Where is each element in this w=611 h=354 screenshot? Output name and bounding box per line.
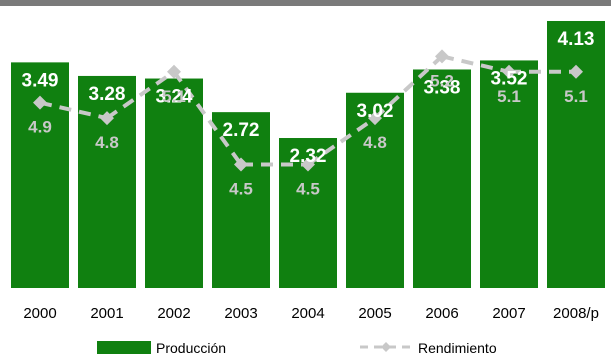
bar-value-label: 4.13 bbox=[558, 29, 595, 50]
x-tick-label: 2007 bbox=[492, 305, 525, 322]
line-value-label: 5.1 bbox=[162, 87, 186, 106]
x-tick-label: 2003 bbox=[224, 305, 257, 322]
legend: Producción Rendimiento bbox=[97, 340, 497, 354]
line-point bbox=[100, 111, 114, 126]
bar bbox=[547, 20, 605, 289]
line-point bbox=[234, 157, 248, 172]
line-segment bbox=[306, 116, 377, 167]
line-layer bbox=[33, 49, 583, 172]
line-point bbox=[368, 111, 382, 126]
line-value-label: 5.1 bbox=[497, 87, 521, 106]
bar bbox=[480, 60, 538, 289]
line-segment bbox=[105, 70, 176, 120]
bar bbox=[78, 75, 136, 288]
legend-swatch-marker bbox=[381, 342, 391, 352]
line-value-label: 5.2 bbox=[430, 71, 454, 90]
x-tick-label: 2001 bbox=[90, 305, 123, 322]
line-value-label: 4.9 bbox=[28, 118, 52, 137]
line-value-label: 4.8 bbox=[95, 133, 119, 152]
x-tick-label: 2000 bbox=[23, 305, 56, 322]
bar-value-label: 3.38 bbox=[424, 77, 461, 98]
bar bbox=[346, 92, 404, 289]
line-value-label: 4.5 bbox=[229, 179, 253, 198]
line-segment bbox=[441, 54, 510, 74]
x-tick-label: 2004 bbox=[291, 305, 324, 322]
x-tick-label: 2005 bbox=[358, 305, 391, 322]
x-tick-label: 2008/p bbox=[553, 305, 599, 322]
bar bbox=[413, 69, 471, 289]
line-point bbox=[502, 64, 516, 79]
line-segment bbox=[39, 100, 108, 121]
legend-label-bar: Producción bbox=[156, 340, 226, 354]
bar-value-label: 3.02 bbox=[357, 101, 394, 122]
line-value-label: 4.5 bbox=[296, 179, 320, 198]
line-point bbox=[435, 49, 449, 64]
bar-value-label: 2.32 bbox=[290, 146, 327, 167]
bar bbox=[145, 78, 203, 288]
bar bbox=[212, 112, 270, 288]
x-tick-label: 2006 bbox=[425, 305, 458, 322]
legend-label-line: Rendimiento bbox=[418, 340, 497, 354]
line-point bbox=[33, 95, 47, 110]
bar-value-label: 3.52 bbox=[491, 68, 528, 89]
line-segment bbox=[373, 54, 444, 120]
header-band bbox=[0, 0, 611, 6]
bar-value-label: 2.72 bbox=[223, 120, 260, 141]
bars-layer bbox=[11, 20, 605, 289]
ticks-layer: 2000 2001 2002 2003 2004 2005 2006 2007 2008/p bbox=[23, 305, 599, 322]
line-value-label: 4.8 bbox=[363, 133, 387, 152]
bar-value-label: 3.24 bbox=[156, 87, 193, 108]
line-point bbox=[301, 157, 315, 172]
line-point bbox=[167, 64, 181, 79]
x-tick-label: 2002 bbox=[157, 305, 190, 322]
bar-value-label: 3.49 bbox=[22, 70, 59, 91]
labels-layer: 3.49 3.28 3.24 2.72 2.32 3.02 3.38 3.52 4.13 4.9 4… bbox=[22, 29, 595, 198]
line-value-label: 5.1 bbox=[564, 87, 588, 106]
bar-value-label: 3.28 bbox=[89, 84, 126, 105]
line-point bbox=[569, 64, 583, 79]
legend-swatch-bar bbox=[97, 341, 151, 354]
